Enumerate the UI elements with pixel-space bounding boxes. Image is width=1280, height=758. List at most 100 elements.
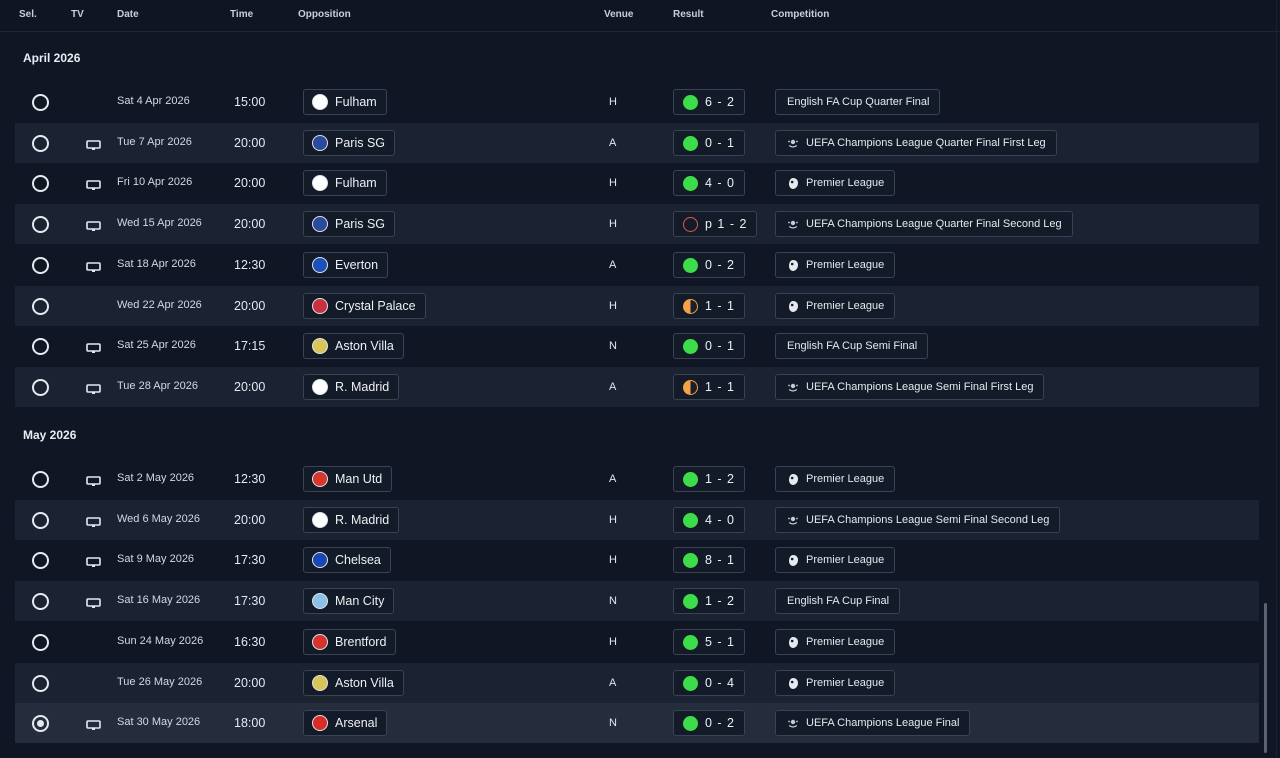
competition-name: Premier League xyxy=(806,473,885,485)
select-radio[interactable] xyxy=(32,338,49,355)
select-radio[interactable] xyxy=(32,135,49,152)
fixture-row[interactable]: Sat 16 May 2026 17:30 Man City N 1 - 2 Englis… xyxy=(15,581,1259,621)
match-score: 4 - 0 xyxy=(705,513,736,527)
opponent-chip[interactable]: Aston Villa xyxy=(303,333,404,359)
result-chip[interactable]: 0 - 2 xyxy=(673,252,746,278)
result-chip[interactable]: 0 - 4 xyxy=(673,670,746,696)
competition-chip[interactable]: Premier League xyxy=(775,547,896,573)
select-radio[interactable] xyxy=(32,512,49,529)
result-chip[interactable]: 6 - 2 xyxy=(673,89,746,115)
result-chip[interactable]: 1 - 2 xyxy=(673,466,746,492)
scrollbar[interactable] xyxy=(1264,603,1267,753)
champions-league-icon xyxy=(787,381,799,394)
result-chip[interactable]: 4 - 0 xyxy=(673,170,746,196)
fixture-row[interactable]: Wed 22 Apr 2026 20:00 Crystal Palace H 1 - 1… xyxy=(15,286,1259,326)
match-score: 1 - 2 xyxy=(705,472,736,486)
select-radio[interactable] xyxy=(32,634,49,651)
competition-chip[interactable]: Premier League xyxy=(775,670,896,696)
fixture-row[interactable]: Sat 18 Apr 2026 12:30 Everton A 0 - 2 Premier… xyxy=(15,245,1259,285)
competition-chip[interactable]: UEFA Champions League Quarter Final Firs… xyxy=(775,130,1057,156)
column-header-venue[interactable]: Venue xyxy=(604,9,634,20)
match-date: Sat 30 May 2026 xyxy=(117,716,201,728)
column-header-time[interactable]: Time xyxy=(230,9,254,20)
select-radio[interactable] xyxy=(32,715,49,732)
opponent-chip[interactable]: Paris SG xyxy=(303,211,396,237)
result-chip[interactable]: 0 - 1 xyxy=(673,333,746,359)
opponent-chip[interactable]: Crystal Palace xyxy=(303,293,426,319)
column-header-sel[interactable]: Sel. xyxy=(19,9,37,20)
competition-chip[interactable]: UEFA Champions League Semi Final First L… xyxy=(775,374,1045,400)
opponent-chip[interactable]: Man Utd xyxy=(303,466,393,492)
column-header-competition[interactable]: Competition xyxy=(771,9,830,20)
competition-chip[interactable]: Premier League xyxy=(775,252,896,278)
opponent-chip[interactable]: Fulham xyxy=(303,89,387,115)
result-chip[interactable]: p 1 - 2 xyxy=(673,211,758,237)
champions-league-icon xyxy=(787,218,799,231)
select-radio[interactable] xyxy=(32,593,49,610)
competition-chip[interactable]: UEFA Champions League Quarter Final Seco… xyxy=(775,211,1073,237)
fixture-row[interactable]: Sat 30 May 2026 18:00 Arsenal N 0 - 2 UEFA Ch… xyxy=(15,703,1259,743)
select-radio[interactable] xyxy=(32,379,49,396)
column-header-date[interactable]: Date xyxy=(117,9,139,20)
result-chip[interactable]: 0 - 2 xyxy=(673,710,746,736)
opponent-chip[interactable]: Everton xyxy=(303,252,389,278)
competition-chip[interactable]: Premier League xyxy=(775,293,896,319)
premier-league-icon xyxy=(787,677,799,690)
match-score: 1 - 1 xyxy=(705,299,736,313)
brentford-crest-icon xyxy=(312,634,328,650)
column-header-tv[interactable]: TV xyxy=(71,9,84,20)
opponent-name: Paris SG xyxy=(335,136,386,150)
competition-chip[interactable]: English FA Cup Quarter Final xyxy=(775,89,941,115)
result-chip[interactable]: 0 - 1 xyxy=(673,130,746,156)
result-chip[interactable]: 1 - 2 xyxy=(673,588,746,614)
fixture-row[interactable]: Sat 4 Apr 2026 15:00 Fulham H 6 - 2 English F… xyxy=(15,82,1259,122)
competition-chip[interactable]: Premier League xyxy=(775,629,896,655)
select-radio[interactable] xyxy=(32,175,49,192)
competition-chip[interactable]: Premier League xyxy=(775,170,896,196)
match-venue: H xyxy=(609,96,617,108)
competition-chip[interactable]: Premier League xyxy=(775,466,896,492)
fixture-row[interactable]: Sat 25 Apr 2026 17:15 Aston Villa N 0 - 1 Eng… xyxy=(15,326,1259,366)
select-radio[interactable] xyxy=(32,471,49,488)
fixture-row[interactable]: Fri 10 Apr 2026 20:00 Fulham H 4 - 0 Premier … xyxy=(15,163,1259,203)
select-radio[interactable] xyxy=(32,216,49,233)
select-radio[interactable] xyxy=(32,675,49,692)
opponent-chip[interactable]: Brentford xyxy=(303,629,397,655)
opponent-chip[interactable]: Aston Villa xyxy=(303,670,404,696)
opponent-chip[interactable]: Chelsea xyxy=(303,547,391,573)
result-chip[interactable]: 5 - 1 xyxy=(673,629,746,655)
opponent-chip[interactable]: Arsenal xyxy=(303,710,388,736)
opponent-chip[interactable]: R. Madrid xyxy=(303,507,400,533)
competition-chip[interactable]: English FA Cup Semi Final xyxy=(775,333,929,359)
result-chip[interactable]: 1 - 1 xyxy=(673,293,746,319)
fixture-row[interactable]: Tue 26 May 2026 20:00 Aston Villa A 0 - 4 Pre… xyxy=(15,663,1259,703)
opponent-chip[interactable]: Fulham xyxy=(303,170,387,196)
result-chip[interactable]: 8 - 1 xyxy=(673,547,746,573)
aston-villa-crest-icon xyxy=(312,338,328,354)
result-chip[interactable]: 4 - 0 xyxy=(673,507,746,533)
fixture-row[interactable]: Sat 2 May 2026 12:30 Man Utd A 1 - 2 Premier … xyxy=(15,459,1259,499)
win-indicator-icon xyxy=(683,593,698,609)
opponent-chip[interactable]: Man City xyxy=(303,588,395,614)
column-header-result[interactable]: Result xyxy=(673,9,704,20)
fixture-row[interactable]: Wed 6 May 2026 20:00 R. Madrid H 4 - 0 UEFA C… xyxy=(15,500,1259,540)
fixture-row[interactable]: Tue 28 Apr 2026 20:00 R. Madrid A 1 - 1 UEFA … xyxy=(15,367,1259,407)
column-header-opposition[interactable]: Opposition xyxy=(298,9,351,20)
fixture-row[interactable]: Sun 24 May 2026 16:30 Brentford H 5 - 1 Premi… xyxy=(15,622,1259,662)
opponent-chip[interactable]: R. Madrid xyxy=(303,374,400,400)
select-radio[interactable] xyxy=(32,298,49,315)
competition-chip[interactable]: UEFA Champions League Final xyxy=(775,710,971,736)
select-radio[interactable] xyxy=(32,257,49,274)
result-chip[interactable]: 1 - 1 xyxy=(673,374,746,400)
competition-chip[interactable]: UEFA Champions League Semi Final Second … xyxy=(775,507,1061,533)
fixture-row[interactable]: Tue 7 Apr 2026 20:00 Paris SG A 0 - 1 UEFA Ch… xyxy=(15,123,1259,163)
arsenal-crest-icon xyxy=(312,715,328,731)
opponent-name: Man City xyxy=(335,594,385,608)
opponent-chip[interactable]: Paris SG xyxy=(303,130,396,156)
competition-chip[interactable]: English FA Cup Final xyxy=(775,588,901,614)
fixture-row[interactable]: Sat 9 May 2026 17:30 Chelsea H 8 - 1 Premier … xyxy=(15,540,1259,580)
competition-name: Premier League xyxy=(806,554,885,566)
select-radio[interactable] xyxy=(32,94,49,111)
select-radio[interactable] xyxy=(32,552,49,569)
